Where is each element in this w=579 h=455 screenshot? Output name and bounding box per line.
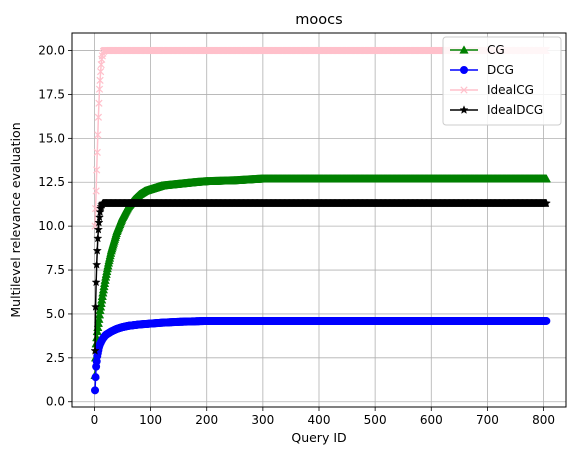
x-tick-label: 600	[420, 413, 443, 427]
data-point	[95, 85, 104, 93]
data-point	[94, 113, 103, 121]
series-line	[94, 320, 547, 391]
data-point	[93, 166, 101, 174]
data-point	[91, 373, 100, 382]
data-point	[97, 68, 105, 76]
legend-marker	[460, 86, 468, 94]
data-point	[93, 148, 101, 157]
series-dcg	[91, 316, 551, 395]
data-point	[93, 318, 104, 327]
y-tick-label: 2.5	[46, 351, 65, 365]
x-tick-label: 0	[91, 413, 99, 427]
x-tick-label: 700	[476, 413, 499, 427]
x-tick-label: 500	[364, 413, 387, 427]
data-point	[94, 217, 104, 227]
data-point	[93, 224, 103, 234]
chart-title: moocs	[295, 12, 342, 28]
legend-label: IdealCG	[487, 83, 534, 97]
data-point	[94, 314, 104, 323]
y-axis-label: Multilevel relevance evaluation	[8, 122, 23, 317]
y-tick-label: 5.0	[46, 307, 65, 321]
legend-item-cg: CG	[450, 43, 505, 57]
data-point	[94, 212, 105, 222]
x-tick-label: 100	[139, 413, 162, 427]
legend-marker	[459, 45, 469, 54]
data-point	[91, 302, 101, 311]
data-point	[91, 277, 101, 287]
data-point	[93, 233, 103, 243]
y-tick-label: 12.5	[38, 175, 65, 189]
legend-item-idealcg: IdealCG	[450, 83, 534, 97]
data-point	[95, 207, 105, 216]
data-point	[542, 316, 551, 325]
series-layer	[90, 46, 551, 395]
series-line	[94, 202, 547, 351]
y-tick-label: 15.0	[38, 131, 65, 145]
y-tick-label: 20.0	[38, 44, 65, 58]
legend: CG DCG IdealCG IdealDCG	[442, 36, 562, 126]
legend-label: IdealDCG	[487, 103, 543, 117]
y-tick-label: 7.5	[46, 263, 65, 277]
x-tick-label: 200	[195, 413, 218, 427]
y-ticks: 0.0 2.5 5.0 7.5 10.0 12.5 15.0 17.5 20.0	[38, 44, 72, 409]
data-point	[92, 245, 102, 255]
data-point	[541, 198, 551, 208]
x-axis-label: Query ID	[291, 430, 346, 445]
legend-label: DCG	[487, 63, 514, 77]
data-point	[96, 76, 104, 85]
data-point	[91, 386, 100, 395]
legend-label: CG	[487, 43, 505, 57]
series-line	[94, 177, 547, 376]
x-tick-label: 400	[308, 413, 331, 427]
x-ticks: 0 100 200 300 400 500 600 700 800	[91, 407, 555, 427]
y-tick-label: 10.0	[38, 219, 65, 233]
series-idealdcg	[90, 198, 551, 355]
data-point	[92, 187, 100, 195]
data-point	[94, 131, 102, 139]
y-tick-label: 17.5	[38, 87, 65, 101]
legend-item-dcg: DCG	[450, 63, 514, 77]
data-point	[92, 260, 102, 269]
legend-box	[442, 36, 562, 126]
series-cg	[90, 174, 551, 380]
data-point	[90, 346, 100, 355]
legend-marker	[460, 66, 468, 74]
x-tick-label: 300	[251, 413, 274, 427]
legend-item-idealdcg: IdealDCG	[450, 103, 543, 117]
legend-marker	[459, 105, 469, 114]
y-tick-label: 0.0	[46, 395, 65, 409]
data-point	[94, 310, 105, 319]
data-point	[541, 174, 551, 183]
data-point	[95, 99, 103, 107]
x-tick-label: 800	[532, 413, 555, 427]
